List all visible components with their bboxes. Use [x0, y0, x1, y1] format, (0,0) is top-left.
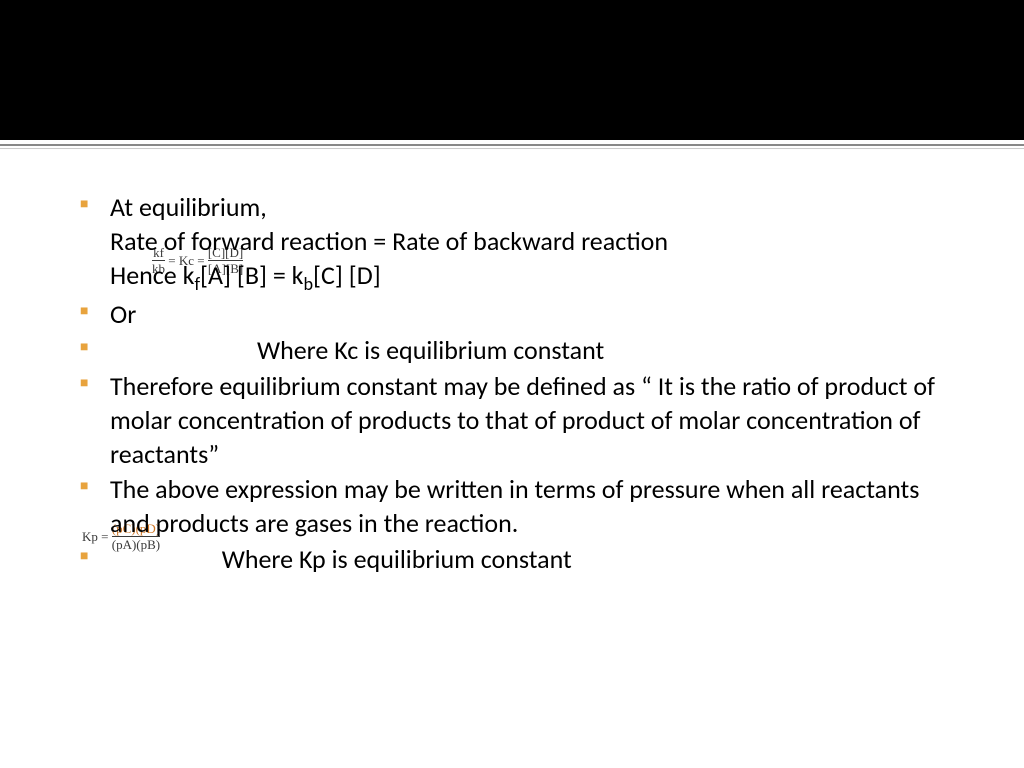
- subscript: b: [303, 273, 313, 295]
- bullet-text: At equilibrium,: [110, 191, 267, 223]
- bullet-text: Rate of forward reaction = Rate of backw…: [110, 225, 668, 257]
- list-item: Or: [80, 298, 954, 332]
- list-item: Where Kp is equilibrium constant: [80, 543, 954, 577]
- bullet-text: Where Kp is equilibrium constant: [222, 543, 572, 575]
- list-item: Where Kc is equilibrium constant: [80, 334, 954, 368]
- bullet-spacer: [110, 334, 257, 366]
- bullet-text: Or: [110, 298, 136, 330]
- bullet-text: The above expression may be written in t…: [110, 473, 919, 539]
- bullet-spacer: [110, 543, 222, 575]
- header-bar: [0, 0, 1024, 140]
- bullet-text: Therefore equilibrium constant may be de…: [110, 370, 935, 470]
- bullet-text: [A] [B] = k: [200, 259, 303, 291]
- list-item: At equilibrium, Rate of forward reaction…: [80, 191, 954, 296]
- bullet-text: [C] [D]: [313, 259, 381, 291]
- list-item: The above expression may be written in t…: [80, 473, 954, 541]
- slide-content: kf kb = Kc = [C][D] [A][B] Kp = (pC)(pD)…: [0, 149, 1024, 577]
- bullet-text: Where Kc is equilibrium constant: [257, 334, 604, 366]
- list-item: Therefore equilibrium constant may be de…: [80, 370, 954, 471]
- divider-line: [0, 144, 1024, 146]
- bullet-text: Hence k: [110, 259, 194, 291]
- bullet-list: At equilibrium, Rate of forward reaction…: [80, 191, 954, 577]
